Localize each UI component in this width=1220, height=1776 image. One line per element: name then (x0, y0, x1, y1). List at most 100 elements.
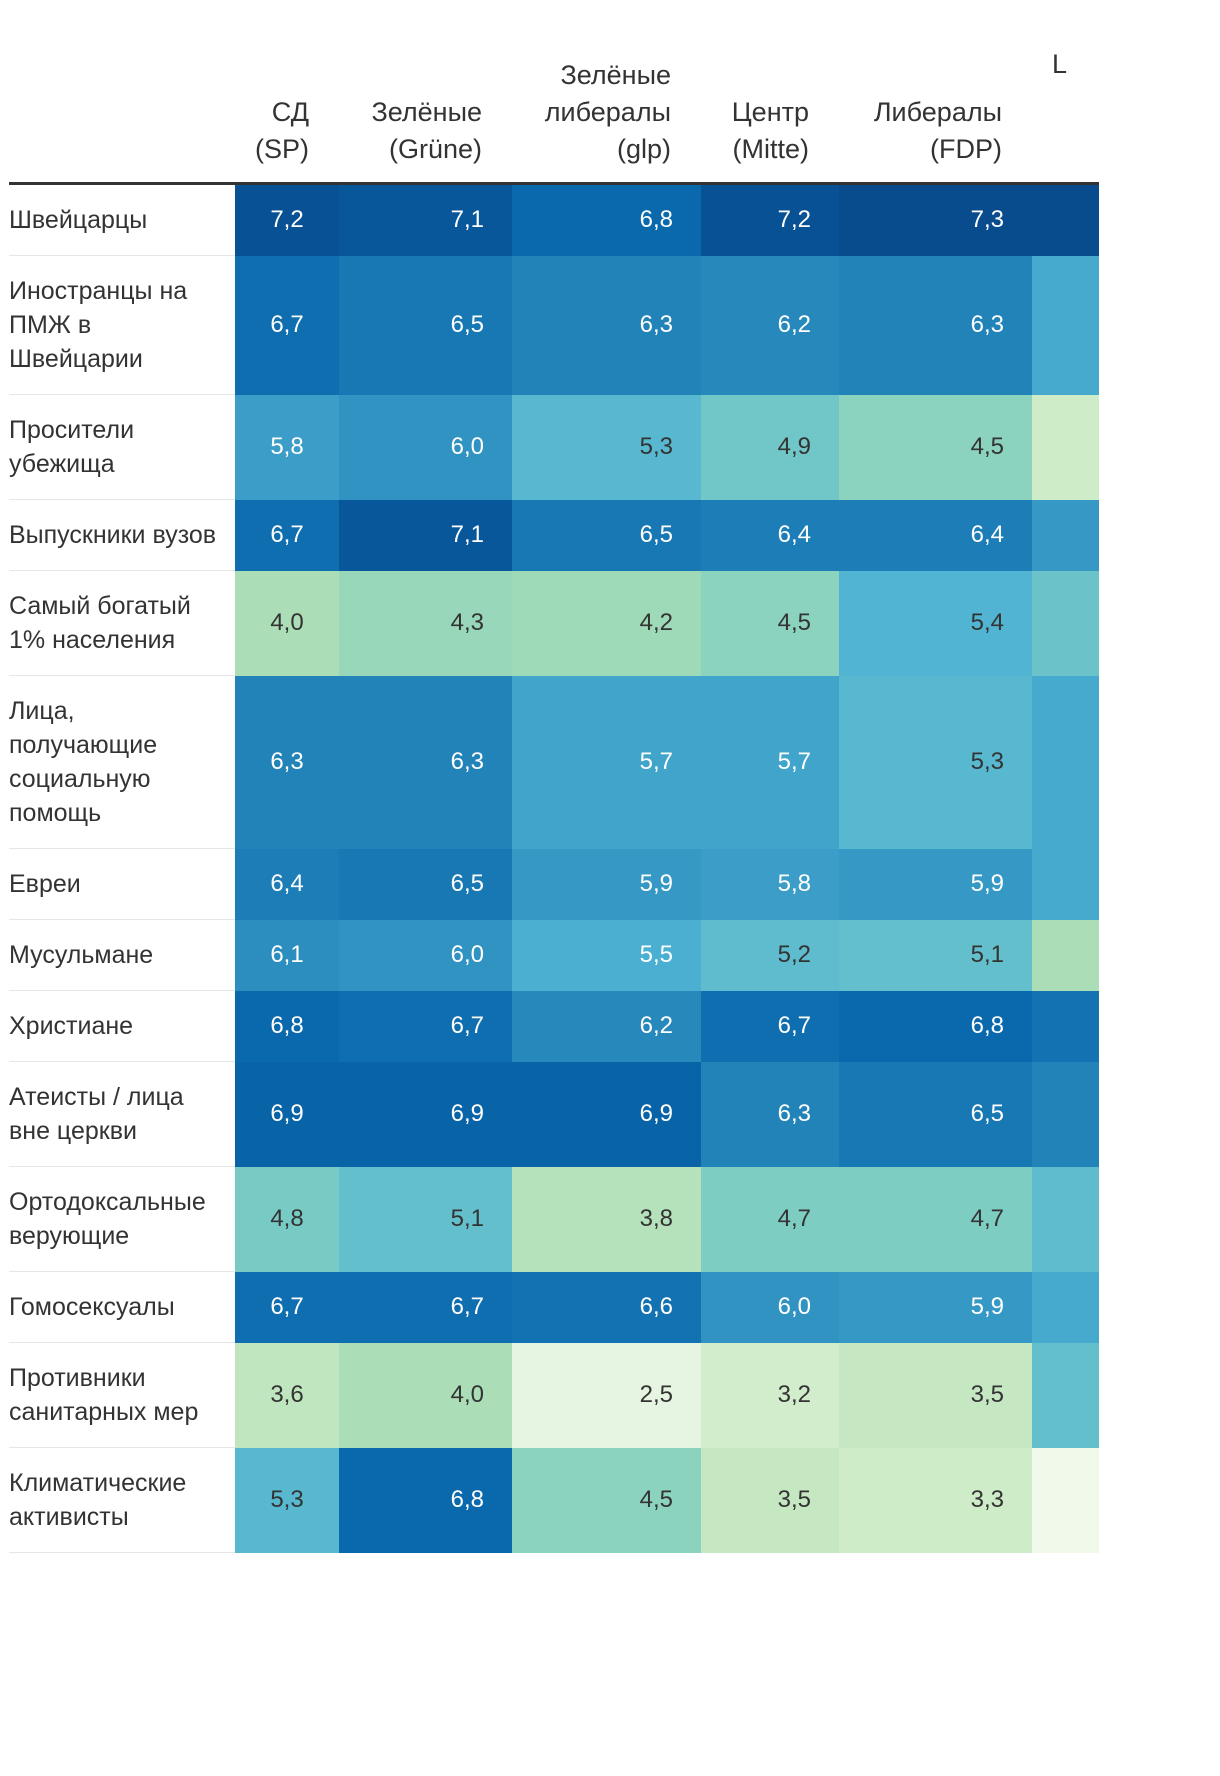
heatmap-cell: 5,1 (339, 1166, 512, 1272)
heatmap-cell: 3,8 (512, 1166, 701, 1272)
heatmap-cell (1032, 183, 1099, 256)
heatmap-cell: 6,2 (512, 990, 701, 1062)
heatmap-cell: 6,0 (339, 394, 512, 500)
heatmap-cell: 5,9 (839, 848, 1032, 920)
heatmap-cell: 6,3 (512, 255, 701, 395)
heatmap-cell: 6,7 (235, 499, 339, 571)
heatmap-cell: 6,6 (512, 1271, 701, 1343)
heatmap-cell: 6,0 (339, 919, 512, 991)
heatmap-cell: 6,9 (512, 1061, 701, 1167)
column-header-3: Центр (Mitte) (701, 40, 839, 185)
heatmap-cell: 5,2 (701, 919, 839, 991)
table-row: Климатические активисты 5,3 6,8 4,5 3,5 3,3 (9, 1447, 1099, 1553)
heatmap-cell: 4,2 (512, 570, 701, 676)
heatmap-cell: 5,4 (839, 570, 1032, 676)
heatmap-cell: 6,7 (339, 990, 512, 1062)
column-header-label: L (1052, 49, 1068, 79)
heatmap-cell: 5,9 (839, 1271, 1032, 1343)
row-label: Выпускники вузов (9, 499, 235, 571)
heatmap-cell: 6,1 (235, 919, 339, 991)
column-header-0: СД (SP) (235, 40, 339, 185)
heatmap-cell: 5,1 (839, 919, 1032, 991)
row-label: Противники санитарных мер (9, 1342, 235, 1448)
heatmap-cell (1032, 990, 1099, 1062)
table-row: Самый богатый 1% населения 4,0 4,3 4,2 4,5 5,… (9, 570, 1099, 676)
table-row: Ортодоксальные верующие 4,8 5,1 3,8 4,7 4,7 (9, 1166, 1099, 1272)
table-row: Швейцарцы 7,2 7,1 6,8 7,2 7,3 (9, 183, 1099, 256)
heatmap-cell: 4,7 (839, 1166, 1032, 1272)
heatmap-cell: 6,7 (235, 255, 339, 395)
heatmap-cell: 6,7 (701, 990, 839, 1062)
row-label: Климатические активисты (9, 1447, 235, 1553)
table-row: Евреи 6,4 6,5 5,9 5,8 5,9 (9, 848, 1099, 920)
row-label: Иностранцы на ПМЖ в Швейцарии (9, 255, 235, 395)
heatmap-cell: 6,4 (701, 499, 839, 571)
heatmap-cell: 3,5 (701, 1447, 839, 1553)
heatmap-cell (1032, 1447, 1099, 1553)
table-row: Мусульмане 6,1 6,0 5,5 5,2 5,1 (9, 919, 1099, 991)
table-row: Гомосексуалы 6,7 6,7 6,6 6,0 5,9 (9, 1271, 1099, 1343)
row-label: Лица, получающие социальную помощь (9, 675, 235, 849)
heatmap-cell: 6,7 (235, 1271, 339, 1343)
heatmap-cell (1032, 919, 1099, 991)
table-row: Христиане 6,8 6,7 6,2 6,7 6,8 (9, 990, 1099, 1062)
row-label: Гомосексуалы (9, 1271, 235, 1343)
heatmap-cell: 5,3 (839, 675, 1032, 849)
row-label: Мусульмане (9, 919, 235, 991)
row-label: Ортодоксальные верующие (9, 1166, 235, 1272)
row-label: Христиане (9, 990, 235, 1062)
heatmap-cell: 6,8 (839, 990, 1032, 1062)
heatmap-cell: 5,5 (512, 919, 701, 991)
row-label: Атеисты / лица вне церкви (9, 1061, 235, 1167)
row-header-corner (9, 40, 235, 185)
heatmap-body: Швейцарцы 7,2 7,1 6,8 7,2 7,3 Иностранцы на ПМ… (9, 183, 1099, 1553)
heatmap-cell: 6,4 (839, 499, 1032, 571)
table-row: Иностранцы на ПМЖ в Швейцарии 6,7 6,5 6,3 6,… (9, 255, 1099, 395)
heatmap-cell (1032, 394, 1099, 500)
heatmap-cell (1032, 1166, 1099, 1272)
heatmap-cell: 6,8 (235, 990, 339, 1062)
heatmap-cell: 6,5 (339, 848, 512, 920)
heatmap-cell: 4,8 (235, 1166, 339, 1272)
heatmap-cell (1032, 1271, 1099, 1343)
heatmap-cell: 6,3 (235, 675, 339, 849)
heatmap-cell: 6,8 (339, 1447, 512, 1553)
heatmap-cell (1032, 499, 1099, 571)
heatmap-cell: 6,9 (235, 1061, 339, 1167)
heatmap-cell: 4,3 (339, 570, 512, 676)
table-row: Атеисты / лица вне церкви 6,9 6,9 6,9 6,3 6,5 (9, 1061, 1099, 1167)
heatmap-cell (1032, 675, 1099, 849)
heatmap-cell: 5,8 (701, 848, 839, 920)
heatmap-cell: 4,5 (701, 570, 839, 676)
heatmap-cell: 7,3 (839, 183, 1032, 256)
heatmap-cell (1032, 570, 1099, 676)
table-row: Лица, получающие социальную помощь 6,3 6,3… (9, 675, 1099, 849)
heatmap-cell: 6,5 (839, 1061, 1032, 1167)
table-row: Просители убежища 5,8 6,0 5,3 4,9 4,5 (9, 394, 1099, 500)
heatmap-cell: 4,5 (512, 1447, 701, 1553)
heatmap-table: СД (SP) Зелёные (Grüne) Зелёные либералы (glp)… (9, 40, 1099, 1553)
heatmap-cell: 4,0 (339, 1342, 512, 1448)
heatmap-cell: 6,5 (339, 255, 512, 395)
heatmap-cell: 6,7 (339, 1271, 512, 1343)
table-row: Выпускники вузов 6,7 7,1 6,5 6,4 6,4 (9, 499, 1099, 571)
heatmap-cell: 4,9 (701, 394, 839, 500)
heatmap-cell: 3,3 (839, 1447, 1032, 1553)
heatmap-cell: 5,7 (512, 675, 701, 849)
heatmap-cell (1032, 848, 1099, 920)
heatmap-cell: 6,9 (339, 1061, 512, 1167)
column-header-4: Либералы (FDP) (839, 40, 1032, 185)
heatmap-cell (1032, 1061, 1099, 1167)
heatmap-cell: 2,5 (512, 1342, 701, 1448)
heatmap-cell: 5,8 (235, 394, 339, 500)
column-header-2: Зелёные либералы (glp) (512, 40, 701, 185)
heatmap-cell: 6,3 (339, 675, 512, 849)
heatmap-cell: 6,3 (839, 255, 1032, 395)
table-row: Противники санитарных мер 3,6 4,0 2,5 3,2 3,5 (9, 1342, 1099, 1448)
heatmap-cell: 3,6 (235, 1342, 339, 1448)
heatmap-cell: 6,8 (512, 183, 701, 256)
heatmap-cell: 5,7 (701, 675, 839, 849)
column-header-row: СД (SP) Зелёные (Grüne) Зелёные либералы (glp)… (9, 40, 1099, 185)
heatmap-cell: 7,1 (339, 183, 512, 256)
